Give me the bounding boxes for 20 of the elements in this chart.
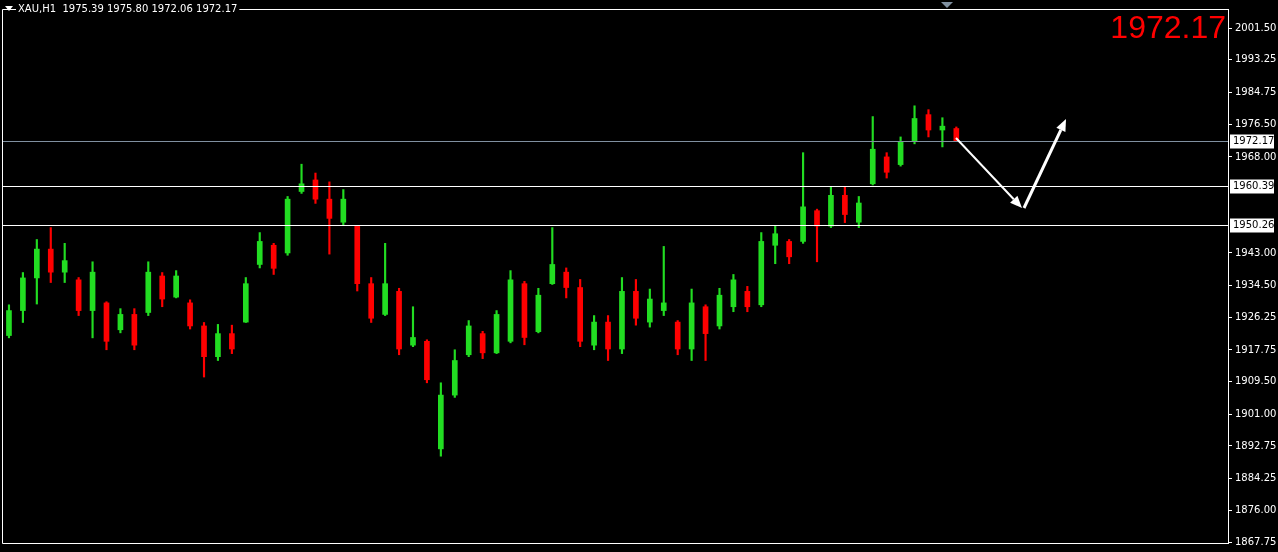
chart-title: XAU,H1 1975.39 1975.80 1972.06 1972.17 (18, 2, 238, 14)
y-tick-label: 1884.25 (1235, 472, 1277, 484)
y-tick-label: 1934.50 (1235, 279, 1277, 291)
y-tick-label: 1926.25 (1235, 310, 1277, 322)
y-tick-label: 2001.50 (1235, 21, 1277, 33)
ref-line-label: 1960.39 (1233, 180, 1275, 192)
y-tick-label: 1984.75 (1235, 86, 1277, 98)
y-tick-label: 1968.00 (1235, 150, 1277, 162)
y-tick-label: 1993.25 (1235, 53, 1277, 65)
y-tick-label: 1876.00 (1235, 503, 1277, 515)
annotation: 1972.17 (1110, 9, 1226, 45)
y-tick-label: 1917.75 (1235, 343, 1277, 355)
y-tick-label: 1892.75 (1235, 439, 1277, 451)
ref-line-label: 1972.17 (1233, 135, 1275, 147)
y-tick-label: 1901.00 (1235, 407, 1277, 419)
y-tick-label: 1867.75 (1235, 535, 1277, 547)
y-tick-label: 1976.50 (1235, 117, 1277, 129)
y-tick-label: 1909.50 (1235, 375, 1277, 387)
ref-line-label: 1950.26 (1233, 219, 1275, 231)
y-tick-label: 1943.00 (1235, 246, 1277, 258)
